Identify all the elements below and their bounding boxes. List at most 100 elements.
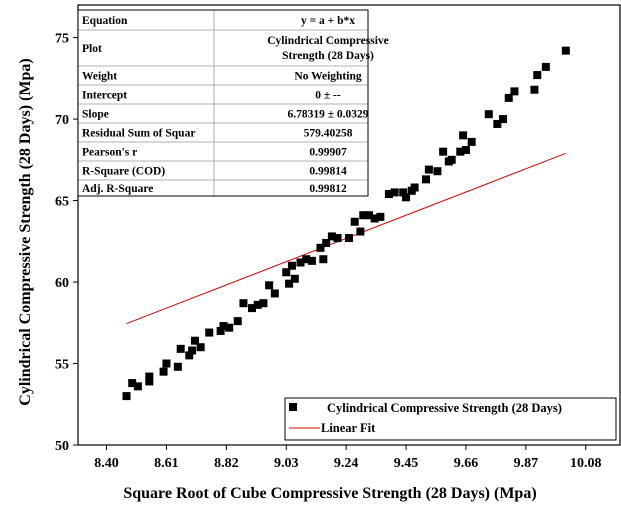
data-point <box>145 377 154 386</box>
y-axis-title: Cylindrical Compressive Strength (28 Day… <box>17 58 34 405</box>
data-point <box>205 328 214 337</box>
x-tick-label: 9.66 <box>454 456 479 471</box>
data-point <box>561 46 570 55</box>
data-point <box>461 146 470 155</box>
y-tick-label: 55 <box>55 358 69 373</box>
x-axis-ticks: 8.40 8.61 8.82 9.03 9.24 9.45 9.66 9.87 10.08 <box>94 445 602 471</box>
data-point <box>302 255 311 264</box>
data-point <box>259 299 268 308</box>
data-point <box>162 359 171 368</box>
x-axis-title: Square Root of Cube Compressive Strength… <box>123 485 536 502</box>
data-point <box>410 183 419 192</box>
y-tick-label: 65 <box>55 195 69 210</box>
data-point <box>510 87 519 96</box>
data-point <box>159 367 168 376</box>
data-point <box>176 344 185 353</box>
y-tick-label: 60 <box>55 276 69 291</box>
fit-table-label: Slope <box>82 109 109 121</box>
data-point <box>322 238 331 247</box>
data-point <box>333 234 342 243</box>
data-point <box>327 232 336 241</box>
data-point <box>216 326 225 335</box>
data-point <box>499 115 508 124</box>
data-point <box>459 131 468 140</box>
x-tick-label: 10.08 <box>570 456 602 471</box>
data-point <box>359 211 368 220</box>
data-point <box>530 85 539 94</box>
legend-marker-scatter <box>289 403 297 411</box>
scatter-points <box>122 46 570 401</box>
data-point <box>270 289 279 298</box>
fit-table-label: Adj. R-Square <box>82 183 153 195</box>
y-tick-label: 70 <box>55 113 69 128</box>
data-point <box>122 392 131 401</box>
fit-table-border <box>77 9 369 197</box>
data-point <box>196 343 205 352</box>
x-tick-label: 8.82 <box>214 456 239 471</box>
data-point <box>384 190 393 199</box>
data-point <box>265 281 274 290</box>
data-point <box>493 119 502 128</box>
data-point <box>456 147 465 156</box>
data-point <box>219 322 228 331</box>
fit-table-value: 0.99907 <box>309 147 347 159</box>
data-point <box>439 147 448 156</box>
data-point <box>233 317 242 326</box>
fit-table-label: R-Square (COD) <box>82 166 165 178</box>
fit-table-label: Pearson's r <box>82 147 137 159</box>
fit-table-value: No Weighting <box>294 71 361 83</box>
data-point <box>370 214 379 223</box>
fit-table-value: y = a + b*x <box>301 15 355 27</box>
data-point <box>533 71 542 80</box>
data-point <box>253 300 262 309</box>
data-point <box>484 110 493 119</box>
fit-table-value: 0 ± -- <box>315 90 341 102</box>
x-tick-label: 8.61 <box>154 456 179 471</box>
data-point <box>307 256 316 265</box>
data-point <box>402 193 411 202</box>
data-point <box>424 165 433 174</box>
data-point <box>290 274 299 283</box>
x-tick-label: 9.03 <box>274 456 299 471</box>
data-point <box>467 137 476 146</box>
data-point <box>422 175 431 184</box>
x-tick-label: 8.40 <box>94 456 119 471</box>
fit-table-label: Intercept <box>82 90 127 102</box>
fit-table-value: 0.99814 <box>309 166 347 178</box>
data-point <box>296 258 305 267</box>
data-point <box>504 93 513 102</box>
data-point <box>248 304 257 313</box>
fit-table-value: Strength (28 Days) <box>282 50 374 62</box>
data-point <box>188 346 197 355</box>
data-point <box>316 243 325 252</box>
x-tick-label: 9.45 <box>394 456 419 471</box>
data-point <box>541 62 550 71</box>
data-point <box>173 362 182 371</box>
data-point <box>356 227 365 236</box>
legend-label-linear-fit: Linear Fit <box>321 421 376 435</box>
data-point <box>447 155 456 164</box>
fit-table-label: Weight <box>82 71 117 83</box>
data-point <box>285 279 294 288</box>
fit-table-bg <box>78 10 368 196</box>
data-point <box>225 323 234 332</box>
data-point <box>376 212 385 221</box>
x-tick-label: 9.24 <box>334 456 359 471</box>
data-point <box>287 261 296 270</box>
fit-table-label: Residual Sum of Squar <box>82 128 195 140</box>
data-point <box>185 351 194 360</box>
fit-table-value: 0.99812 <box>309 183 347 195</box>
data-point <box>345 234 353 243</box>
data-point <box>350 217 359 226</box>
data-point <box>364 211 373 220</box>
data-point <box>133 382 142 391</box>
data-point <box>190 336 199 345</box>
fit-stats-table: Equation y = a + b*x Plot Cylindrical Compr… <box>77 9 389 197</box>
data-point <box>282 268 291 277</box>
data-point <box>433 167 442 176</box>
fit-table-value: 579.40258 <box>304 128 353 140</box>
fit-table-label: Equation <box>82 15 128 27</box>
fit-table-value: Cylindrical Compressive <box>267 35 389 47</box>
legend-label-scatter: Cylindrical Compressive Strength (28 Day… <box>327 401 562 415</box>
